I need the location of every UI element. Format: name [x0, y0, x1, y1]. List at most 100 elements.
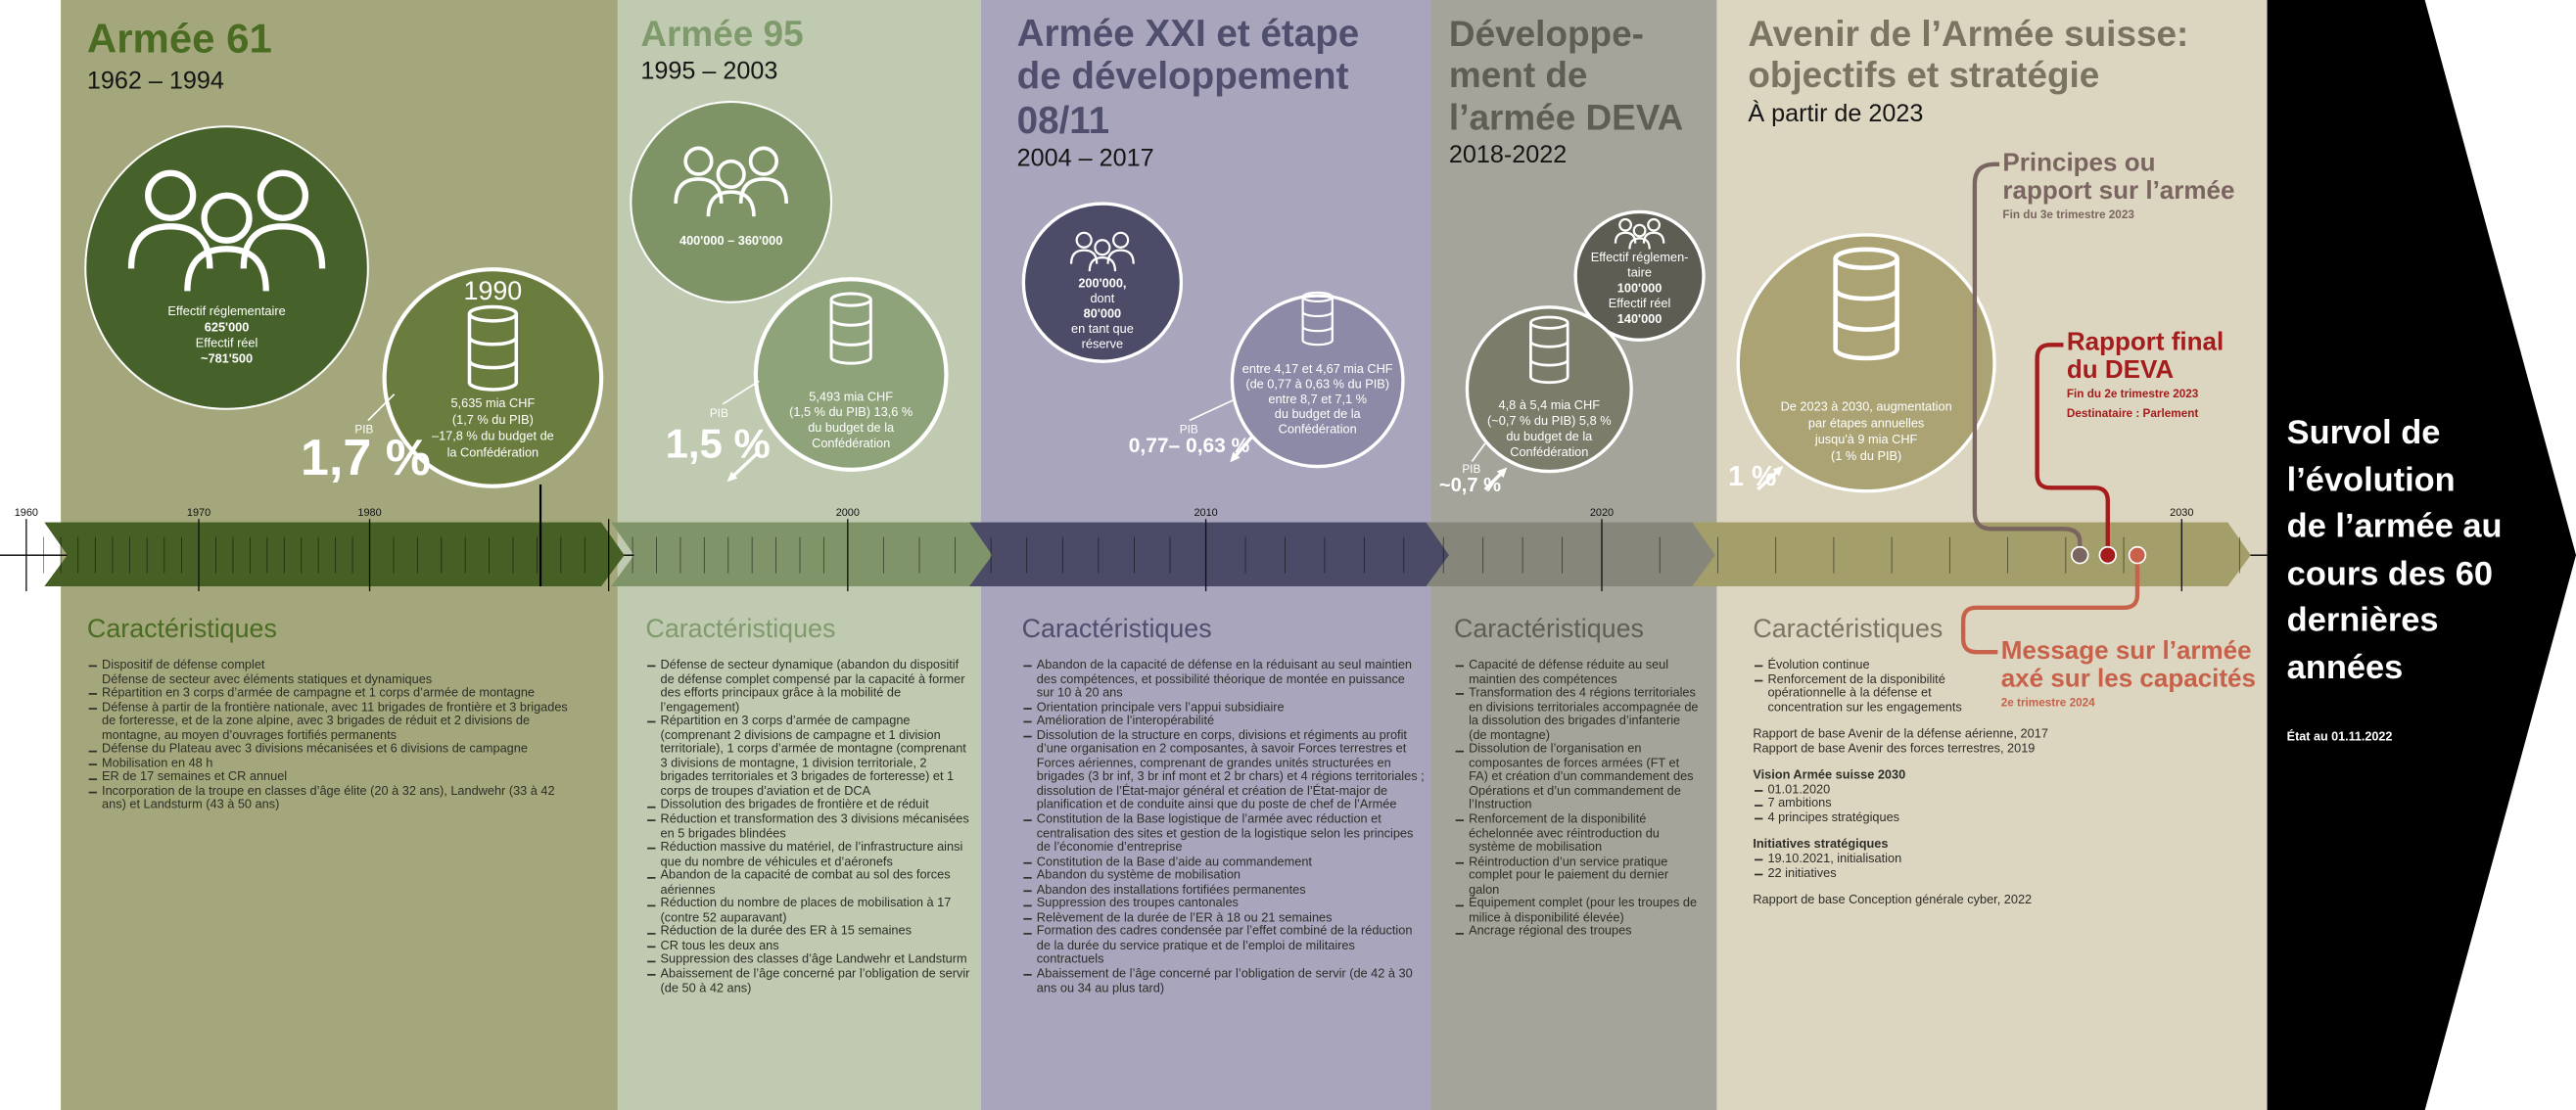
people-icon: [127, 169, 326, 292]
characteristics-block: Capacité de défense réduite au seul main…: [1454, 658, 1701, 940]
year-label: 1980: [357, 507, 381, 519]
milestone-dot: [2071, 545, 2089, 565]
icon-body: [674, 177, 724, 204]
section-header: Avenir de l’Armée suisse: objectifs et s…: [1748, 13, 2188, 127]
circle-text: 625'000: [205, 319, 250, 334]
circle-text: 5,493 mia CHF: [809, 389, 893, 403]
characteristics-item: Répartition en 3 corps d’armée de campag…: [87, 686, 577, 701]
icon-band: [1301, 326, 1334, 333]
circle-text: De 2023 à 2030, augmentation: [1781, 399, 1952, 414]
section-period: À partir de 2023: [1748, 99, 1924, 128]
icon-side: [829, 300, 872, 365]
circle-text: Confédération: [812, 436, 890, 450]
circle-text: (~0,7 % du PIB) 5,8 %: [1487, 413, 1612, 428]
circle-text: (1,7 % du PIB): [452, 412, 534, 427]
year-label: 2030: [2170, 507, 2193, 519]
icon-head: [1647, 217, 1661, 232]
arrow-head: [1772, 465, 1784, 477]
characteristics-item: Renforcement de la disponibilité opérati…: [1753, 671, 1986, 715]
icon-band: [829, 338, 872, 347]
info-circle: [1573, 209, 1706, 343]
characteristics-item: 7 ambitions: [1753, 796, 1986, 810]
year-label: 2010: [1194, 507, 1217, 519]
icon-head: [748, 146, 779, 176]
section-header: Développe- ment de l’armée DEVA 2018-2022: [1449, 13, 1683, 168]
timeline-segment: [611, 522, 993, 587]
section-title: Armée XXI et étape de développement 08/1…: [1016, 11, 1360, 142]
database-icon: [1301, 291, 1334, 347]
circle-text: jusqu'à 9 mia CHF: [1814, 432, 1918, 446]
gdp-link: [1189, 397, 1237, 422]
icon-body: [1088, 255, 1117, 272]
icon-body: [240, 223, 326, 269]
gdp-arrow: [1230, 436, 1253, 463]
characteristics-item: CR tous les deux ans: [645, 939, 974, 953]
icon-head: [1618, 217, 1632, 232]
characteristics-item: Défense de secteur dynamique (abandon du…: [645, 658, 974, 715]
timeline-segment: [1426, 522, 1719, 587]
characteristics-block: Défense de secteur dynamique (abandon du…: [645, 658, 974, 995]
characteristics-item: Ancrage régional des troupes: [1454, 924, 1701, 939]
side-arrow: [2267, 0, 2576, 1110]
gdp-value: 1,5 %: [666, 420, 771, 466]
database-icon: [1529, 315, 1569, 385]
characteristics-item: Amélioration de l’interopérabilité: [1022, 714, 1425, 728]
section-period: 2018-2022: [1448, 141, 1568, 169]
milestone-detail: Fin du 3e trimestre 2023: [2002, 209, 2134, 222]
characteristics-item: Suppression des classes d’âge Landwehr e…: [645, 952, 974, 967]
milestone-detail: Fin du 2e trimestre 2023: [2066, 389, 2199, 401]
characteristics-item: Abandon des installations fortifiées per…: [1022, 882, 1425, 897]
milestone-connector: [2035, 343, 2110, 556]
circle-text: 100'000: [1617, 280, 1663, 295]
icon-head: [683, 146, 714, 176]
info-circle: [382, 267, 604, 488]
icon-head: [257, 169, 309, 221]
icon-head: [1075, 231, 1093, 249]
block-line: Rapport de base Conception générale cybe…: [1753, 892, 2033, 907]
icon-body: [706, 190, 756, 217]
timeline-segment: [1692, 522, 2251, 587]
circle-text: 200'000,: [1078, 276, 1126, 291]
characteristics: Caractéristiques Défense de secteur dynam…: [645, 616, 974, 995]
icon-band: [1833, 319, 1899, 332]
characteristics-heading: Caractéristiques: [1753, 616, 1944, 644]
characteristics-item: Abaissement de l’âge concerné par l’obli…: [1022, 966, 1425, 995]
characteristics-item: Réduction et transformation des 3 divisi…: [645, 811, 974, 842]
gdp-value: 0,77– 0,63 %: [1129, 435, 1250, 457]
section-header: Armée 61 1962 – 1994: [87, 17, 272, 95]
section-title: Développe- ment de l’armée DEVA: [1448, 13, 1684, 138]
characteristics-list: Dispositif de défense complet Défense de…: [87, 658, 577, 813]
characteristics-item: Mobilisation en 48 h: [87, 756, 577, 770]
icon-body: [127, 223, 213, 269]
characteristics: Caractéristiques Abandon de la capacité d…: [1022, 616, 1425, 995]
characteristics: Caractéristiques Capacité de défense rédu…: [1454, 616, 1701, 939]
characteristics-item: Transformation des 4 régions territorial…: [1454, 685, 1701, 743]
circle-text: 80'000: [1084, 306, 1122, 321]
arrow-head: [726, 471, 738, 483]
characteristics-item: Incorporation de la troupe en classes d’…: [87, 784, 577, 813]
characteristics-item: Dissolution de l’organisation en composa…: [1454, 742, 1701, 813]
year-label: 1970: [187, 507, 211, 519]
info-circle: [753, 277, 949, 472]
icon-head: [1094, 239, 1111, 256]
circle-text: entre 8,7 et 7,1 %: [1268, 392, 1367, 406]
icon-head: [1112, 231, 1130, 249]
characteristics-block: Abandon de la capacité de défense en la …: [1022, 658, 1425, 995]
gdp-label: PIB: [1180, 424, 1198, 437]
milestone-connector: [1972, 162, 2083, 556]
characteristics-item: ER de 17 semaines et CR annuel: [87, 770, 577, 785]
section-title: Avenir de l’Armée suisse: objectifs et s…: [1748, 13, 2189, 96]
characteristics-block: Rapport de base Conception générale cybe…: [1753, 892, 2106, 907]
characteristics-item: Orientation principale vers l’appui subs…: [1022, 700, 1425, 715]
gdp-link: [367, 393, 396, 422]
circle-text: Effectif réglemen-: [1591, 250, 1689, 264]
icon-body: [184, 246, 269, 292]
section-period: 1995 – 2003: [640, 58, 778, 86]
characteristics-item: Défense du Plateau avec 3 divisions méca…: [87, 742, 577, 757]
gdp-arrow: [726, 450, 761, 483]
circle-text: 5,635 mia CHF: [451, 395, 536, 410]
characteristics-block: Initiatives stratégiques 19.10.2021, init…: [1753, 838, 2106, 881]
characteristics-item: Équipement complet (pour les troupes de …: [1454, 896, 1701, 926]
section-header: Armée XXI et étape de développement 08/1…: [1017, 12, 1360, 173]
